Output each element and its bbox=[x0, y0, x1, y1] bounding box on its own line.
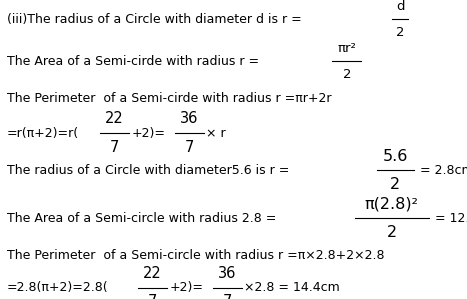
Text: ×2.8 = 14.4cm: ×2.8 = 14.4cm bbox=[244, 281, 340, 294]
Text: The radius of a Circle with diameter5.6 is r =: The radius of a Circle with diameter5.6 … bbox=[7, 164, 293, 177]
Text: 5.6: 5.6 bbox=[382, 149, 408, 164]
Text: 36: 36 bbox=[218, 266, 237, 281]
Text: 7: 7 bbox=[148, 294, 157, 299]
Text: =2.8(π+2)=2.8(: =2.8(π+2)=2.8( bbox=[7, 281, 109, 294]
Text: 36: 36 bbox=[180, 112, 198, 126]
Text: πr²: πr² bbox=[337, 42, 356, 55]
Text: The Area of a Semi-circle with radius 2.8 =: The Area of a Semi-circle with radius 2.… bbox=[7, 212, 276, 225]
Text: 22: 22 bbox=[105, 112, 124, 126]
Text: +2)=: +2)= bbox=[131, 126, 165, 140]
Text: The Perimeter  of a Semi-circle with radius r =π×2.8+2×2.8: The Perimeter of a Semi-circle with radi… bbox=[7, 249, 384, 262]
Text: 2: 2 bbox=[390, 177, 400, 192]
Text: 2: 2 bbox=[387, 225, 397, 240]
Text: The Perimeter  of a Semi-cirde with radius r =πr+2r: The Perimeter of a Semi-cirde with radiu… bbox=[7, 91, 332, 105]
Text: × r: × r bbox=[206, 126, 226, 140]
Text: 2: 2 bbox=[343, 68, 351, 81]
Text: = 12.32cm²: = 12.32cm² bbox=[431, 212, 467, 225]
Text: d: d bbox=[396, 0, 404, 13]
Text: The Area of a Semi-cirde with radius r =: The Area of a Semi-cirde with radius r = bbox=[7, 55, 259, 68]
Text: =r(π+2)=r(: =r(π+2)=r( bbox=[7, 126, 79, 140]
Text: (iii)The radius of a Circle with diameter d is r =: (iii)The radius of a Circle with diamete… bbox=[7, 13, 306, 26]
Text: = 2.8cm: = 2.8cm bbox=[416, 164, 467, 177]
Text: 2: 2 bbox=[396, 26, 404, 39]
Text: 22: 22 bbox=[143, 266, 162, 281]
Text: 7: 7 bbox=[223, 294, 232, 299]
Text: 7: 7 bbox=[110, 140, 119, 155]
Text: +2)=: +2)= bbox=[170, 281, 203, 294]
Text: π(2.8)²: π(2.8)² bbox=[365, 197, 418, 212]
Text: 7: 7 bbox=[184, 140, 194, 155]
